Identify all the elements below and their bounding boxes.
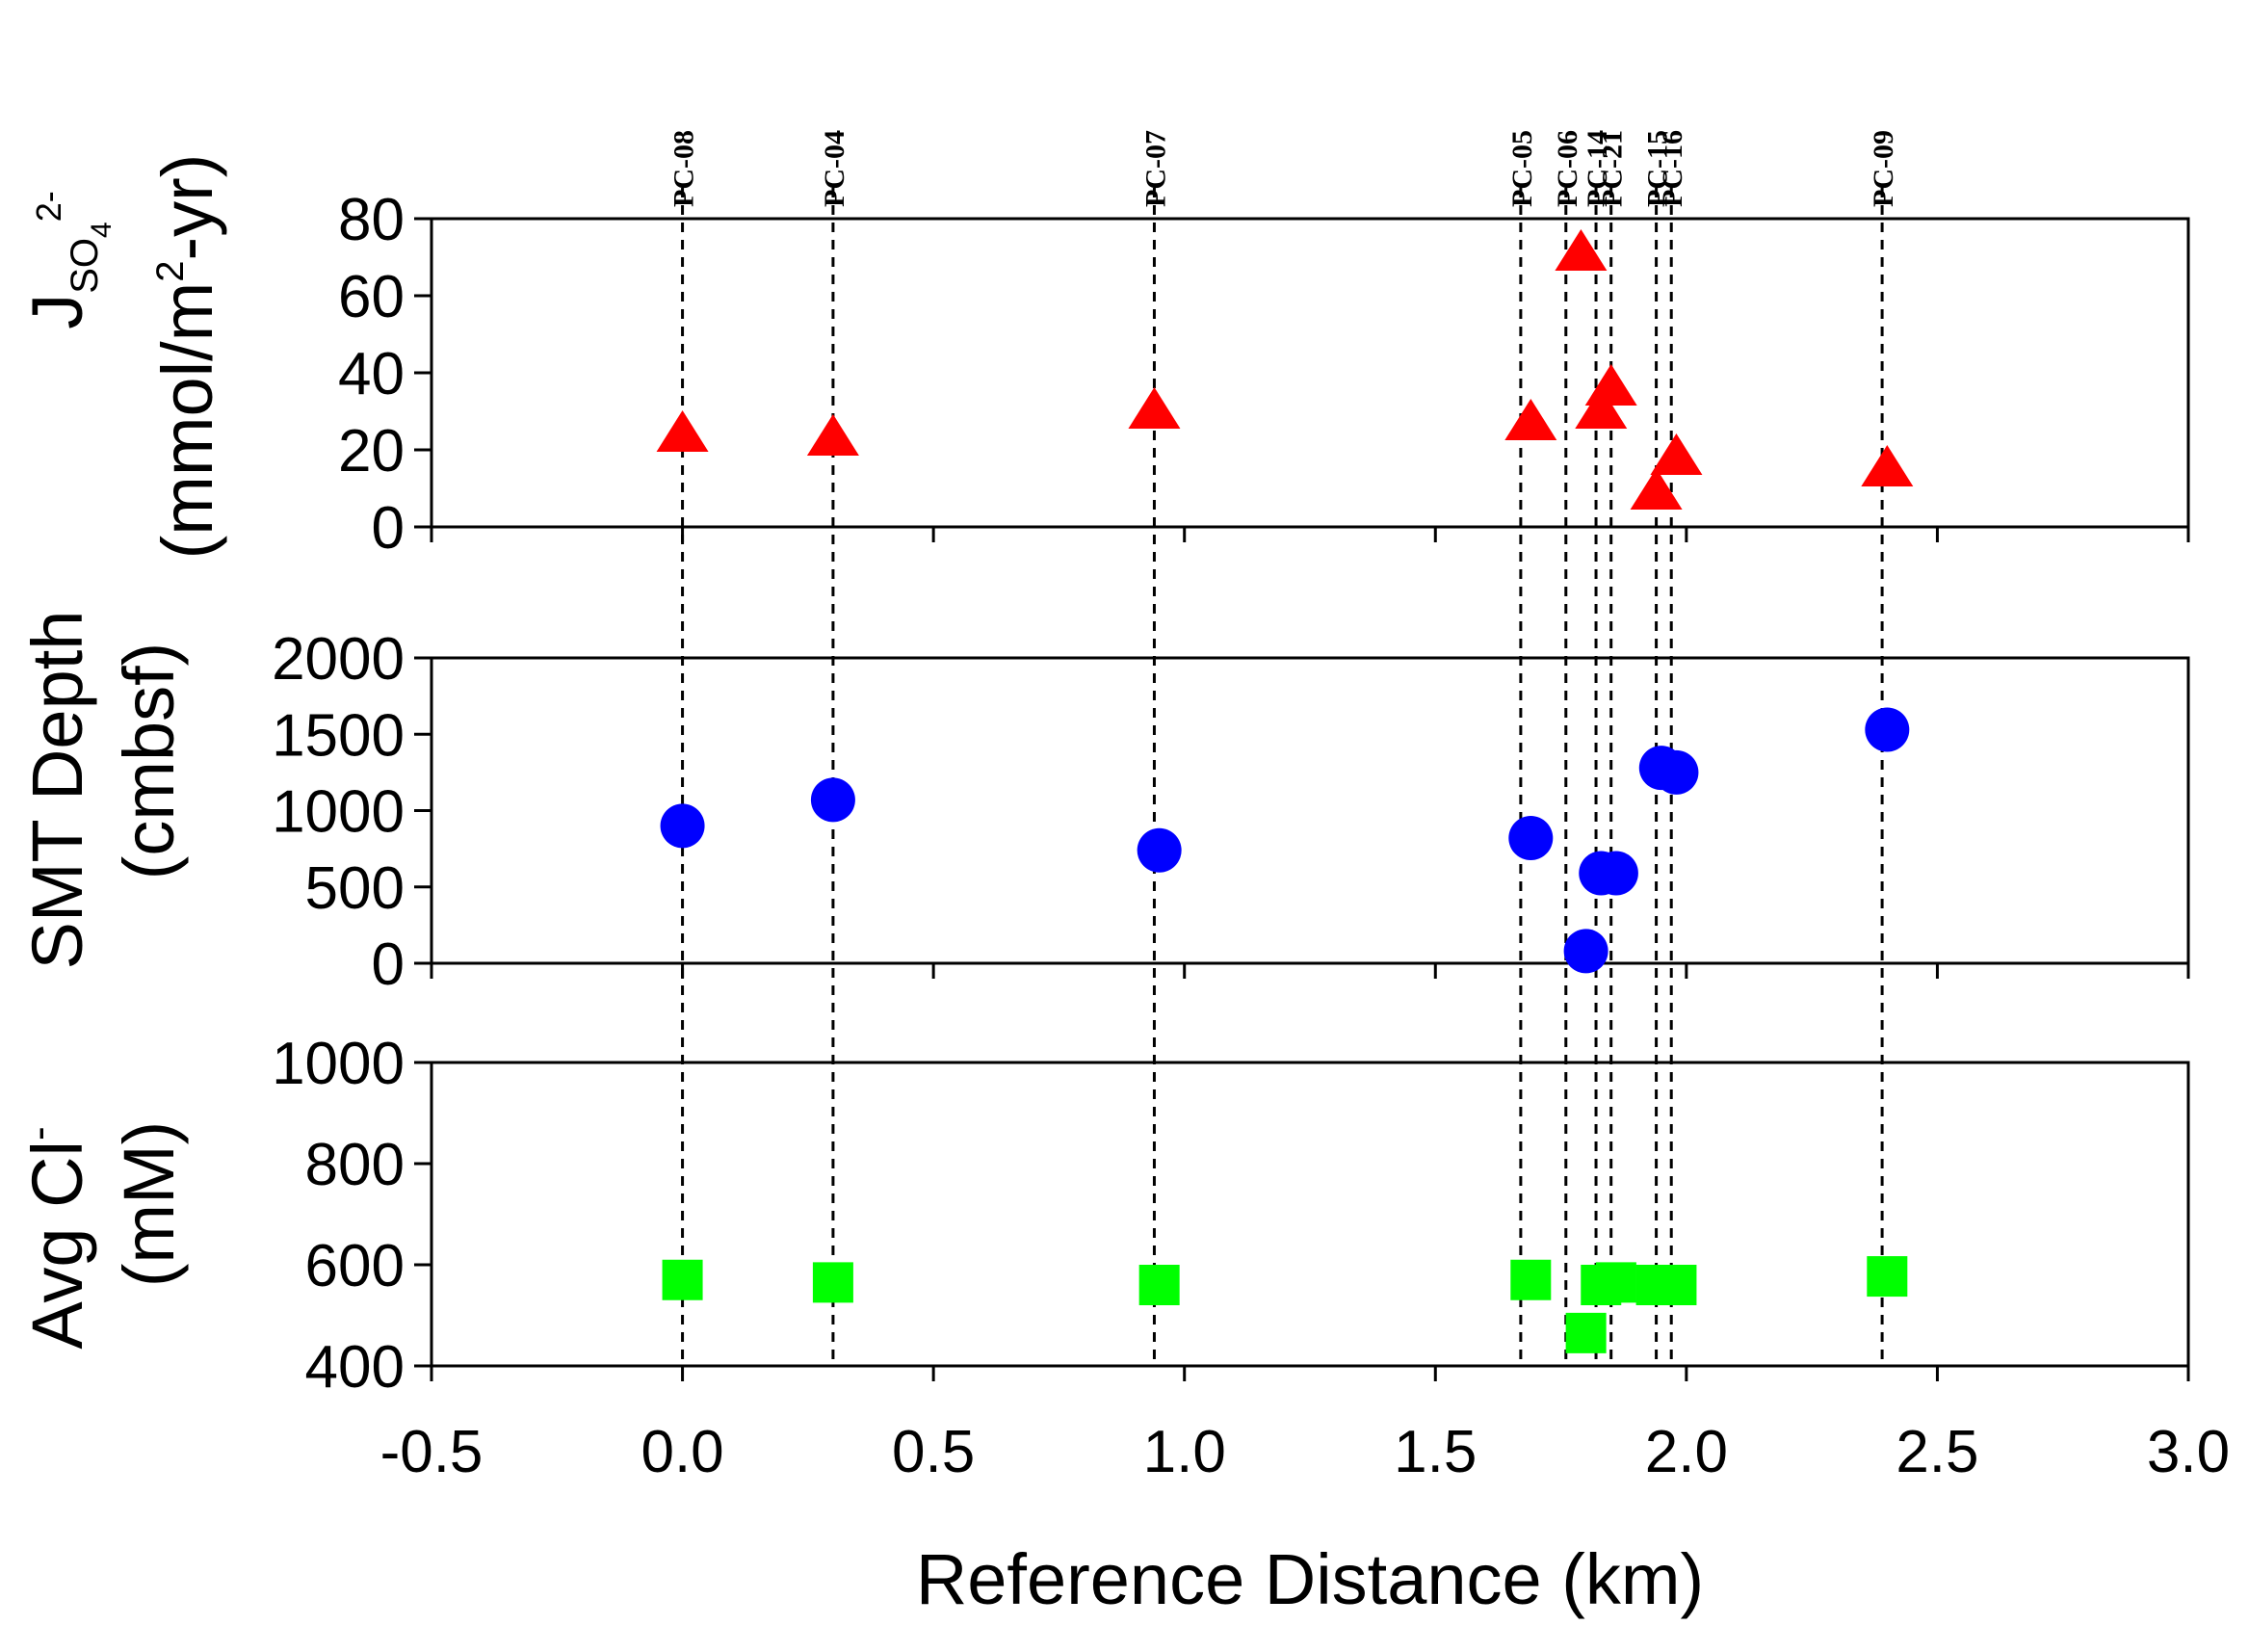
panel-1-ylabel-line2-sup: 2 xyxy=(149,260,192,281)
core-label-pc-07: PC-07 xyxy=(1139,130,1171,207)
sulfate-flux-point-7 xyxy=(1584,364,1637,406)
core-label-pc-14: PC-14 xyxy=(1582,130,1613,207)
panel-2-y-tick-label: 500 xyxy=(305,855,405,922)
panel-2-y-tick-label: 1000 xyxy=(272,779,405,846)
sulfate-flux-point-5 xyxy=(1555,229,1608,271)
avg-chloride-point-2 xyxy=(812,1262,853,1303)
avg-chloride-point-5 xyxy=(1565,1312,1607,1353)
avg-chloride-point-7 xyxy=(1595,1262,1636,1303)
sulfate-flux-point-1 xyxy=(656,410,709,452)
panel-2-y-tick-label: 1500 xyxy=(272,702,405,769)
panel-1-ylabel-line2-end: -yr) xyxy=(147,154,227,261)
panel-2-ylabel-line1: SMT Depth xyxy=(17,611,97,970)
panel-1-ylabel-sub: SO xyxy=(64,238,106,294)
panel-1-y-tick-label: 20 xyxy=(338,418,405,485)
panel-1-ylabel: JSO4 2- xyxy=(17,191,118,329)
smt-depth-point-10 xyxy=(1865,707,1910,752)
core-label-pc-04: PC-04 xyxy=(819,130,850,207)
core-label-pc-15: PC-15 xyxy=(1642,130,1674,207)
panel-3-y-tick-label: 600 xyxy=(305,1233,405,1299)
x-tick-label: 1.5 xyxy=(1394,1419,1477,1485)
avg-chloride-point-1 xyxy=(662,1259,703,1300)
smt-depth-point-9 xyxy=(1654,749,1699,795)
panel-1-ylabel-sup: 2- xyxy=(29,191,68,222)
sulfate-flux-point-2 xyxy=(806,414,859,456)
core-label-pc-09: PC-09 xyxy=(1868,130,1899,207)
x-tick-label: -0.5 xyxy=(380,1419,484,1485)
core-label-pc-16: PC-16 xyxy=(1657,130,1688,207)
panel-3-ylabel-line1: Avg Cl- xyxy=(15,1126,97,1349)
smt-depth-point-7 xyxy=(1593,851,1638,896)
panel-1-y-tick-label: 60 xyxy=(338,264,405,330)
sulfate-flux-point-4 xyxy=(1504,399,1557,440)
panel-1-ylabel-line2: (mmol/m2-yr) xyxy=(147,154,227,560)
panel-3-y-tick-label: 400 xyxy=(305,1334,405,1401)
sulfate-flux-point-9 xyxy=(1650,433,1703,475)
panel-1-y-tick-label: 0 xyxy=(372,495,405,562)
panel-2-y-tick-label: 2000 xyxy=(272,626,405,693)
panel-1-ylabel-line2-text: (mmol/m xyxy=(147,282,227,560)
core-guide-lines xyxy=(681,188,1884,1366)
smt-depth-point-4 xyxy=(1508,816,1554,861)
smt-depth-point-3 xyxy=(1137,827,1182,873)
panel-3-frame xyxy=(430,1061,2190,1368)
smt-depth-point-1 xyxy=(660,803,705,849)
smt-depth-point-5 xyxy=(1563,929,1608,974)
x-tick-label: 2.5 xyxy=(1896,1419,1978,1485)
panel-2-ylabel-line2: (cmbsf) xyxy=(109,642,189,880)
x-tick-label: 0.5 xyxy=(892,1419,975,1485)
panel-3-ylabel-text: Avg Cl xyxy=(17,1141,97,1350)
core-label-pc-05: PC-05 xyxy=(1506,130,1538,207)
panel-1-y-tick-label: 80 xyxy=(338,187,405,253)
sulfate-flux-point-8 xyxy=(1630,468,1683,510)
x-tick-label: 1.0 xyxy=(1143,1419,1226,1485)
panel-3-ylabel-sup: - xyxy=(15,1126,63,1141)
core-label-pc-21: PC-21 xyxy=(1597,130,1629,207)
panel-3-y-tick-label: 800 xyxy=(305,1132,405,1198)
x-tick-label: 0.0 xyxy=(641,1419,723,1485)
core-label-pc-06: PC-06 xyxy=(1552,130,1583,207)
panel-1-ylabel-main: J xyxy=(17,294,97,329)
avg-chloride-point-9 xyxy=(1656,1265,1697,1305)
panel-1-frame xyxy=(430,217,2190,529)
panel-1-y-tick-label: 40 xyxy=(338,341,405,407)
sulfate-flux-point-6 xyxy=(1575,387,1628,429)
panel-1-ylabel-sub-num: 4 xyxy=(86,222,118,238)
axis-ticks: 02040608005001000150020004006008001000-0… xyxy=(272,187,2230,1485)
sulfate-flux-point-3 xyxy=(1128,387,1181,429)
core-label-pc-08: PC-08 xyxy=(668,130,700,207)
avg-chloride-point-3 xyxy=(1138,1265,1180,1305)
x-tick-label: 2.0 xyxy=(1645,1419,1728,1485)
sulfate-flux-point-10 xyxy=(1861,445,1914,486)
x-tick-label: 3.0 xyxy=(2147,1419,2230,1485)
panel-3-y-tick-label: 1000 xyxy=(272,1031,405,1097)
smt-depth-point-2 xyxy=(810,777,855,823)
panel-2-y-tick-label: 0 xyxy=(372,931,405,998)
data-markers xyxy=(656,229,1914,1353)
panel-frames xyxy=(430,217,2190,1368)
avg-chloride-point-4 xyxy=(1510,1259,1552,1300)
avg-chloride-point-10 xyxy=(1867,1256,1908,1298)
x-axis-label: Reference Distance (km) xyxy=(916,1539,1704,1619)
panel-3-ylabel-line2: (mM) xyxy=(109,1121,189,1288)
